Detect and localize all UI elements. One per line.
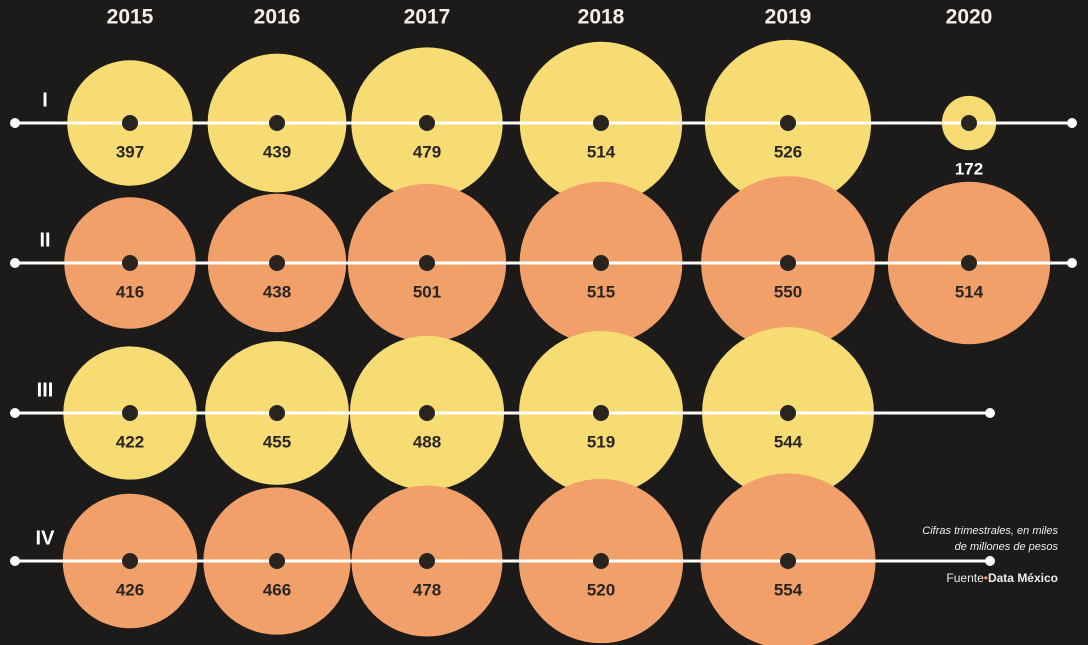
center-dot bbox=[419, 255, 435, 271]
center-dot bbox=[780, 405, 796, 421]
value-label: 514 bbox=[955, 282, 984, 301]
legend-label: I bbox=[42, 89, 48, 111]
center-dot bbox=[593, 255, 609, 271]
value-label: 466 bbox=[263, 580, 291, 599]
value-label: 426 bbox=[116, 580, 144, 599]
line-end bbox=[10, 408, 20, 418]
value-label: 439 bbox=[263, 142, 291, 161]
center-dot bbox=[961, 115, 977, 131]
value-label: 554 bbox=[774, 580, 803, 599]
value-label: 550 bbox=[774, 282, 802, 301]
x-tick-label: 2019 bbox=[765, 6, 812, 29]
center-dot bbox=[122, 405, 138, 421]
center-dot bbox=[269, 553, 285, 569]
value-label: 172 bbox=[955, 160, 983, 179]
x-tick-label: 2017 bbox=[404, 6, 451, 29]
plot: 2015 2016 2017 2018 2019 2020 I 397 439 479 514 526… bbox=[10, 6, 1077, 645]
value-label: 514 bbox=[587, 142, 616, 161]
line-end bbox=[10, 118, 20, 128]
center-dot bbox=[269, 255, 285, 271]
line-end bbox=[1067, 258, 1077, 268]
x-tick-label: 2015 bbox=[107, 6, 154, 29]
note: de millones de pesos bbox=[955, 541, 1059, 553]
value-label: 455 bbox=[263, 432, 291, 451]
center-dot bbox=[419, 553, 435, 569]
center-dot bbox=[122, 553, 138, 569]
legend-label: IV bbox=[36, 527, 56, 549]
line-end bbox=[985, 408, 995, 418]
value-label: 515 bbox=[587, 282, 615, 301]
x-tick-label: 2016 bbox=[254, 6, 301, 29]
line-end bbox=[1067, 118, 1077, 128]
center-dot bbox=[780, 115, 796, 131]
center-dot bbox=[593, 405, 609, 421]
center-dot bbox=[419, 405, 435, 421]
source-name: Data México bbox=[988, 571, 1058, 585]
center-dot bbox=[961, 255, 977, 271]
x-tick-label: 2018 bbox=[578, 6, 625, 29]
note: Cifras trimestrales, en miles bbox=[922, 525, 1058, 537]
value-label: 544 bbox=[774, 432, 803, 451]
separator: • bbox=[984, 571, 988, 585]
value-label: 479 bbox=[413, 142, 441, 161]
source-label: Fuente bbox=[946, 571, 984, 585]
value-label: 478 bbox=[413, 580, 441, 599]
value-label: 501 bbox=[413, 282, 441, 301]
center-dot bbox=[593, 115, 609, 131]
center-dot bbox=[122, 255, 138, 271]
line-end bbox=[10, 258, 20, 268]
legend-label: III bbox=[37, 379, 54, 401]
line-end bbox=[985, 556, 995, 566]
center-dot bbox=[593, 553, 609, 569]
center-dot bbox=[269, 405, 285, 421]
value-label: 520 bbox=[587, 580, 615, 599]
center-dot bbox=[419, 115, 435, 131]
line-end bbox=[10, 556, 20, 566]
value-label: 488 bbox=[413, 432, 441, 451]
value-label: 416 bbox=[116, 282, 144, 301]
source: Fuente•Data México bbox=[946, 571, 1058, 585]
value-label: 526 bbox=[774, 142, 802, 161]
center-dot bbox=[122, 115, 138, 131]
value-label: 397 bbox=[116, 142, 144, 161]
x-tick-label: 2020 bbox=[946, 6, 993, 29]
center-dot bbox=[269, 115, 285, 131]
value-label: 422 bbox=[116, 432, 144, 451]
center-dot bbox=[780, 553, 796, 569]
value-label: 519 bbox=[587, 432, 615, 451]
legend-label: II bbox=[39, 229, 50, 251]
center-dot bbox=[780, 255, 796, 271]
value-label: 438 bbox=[263, 282, 291, 301]
